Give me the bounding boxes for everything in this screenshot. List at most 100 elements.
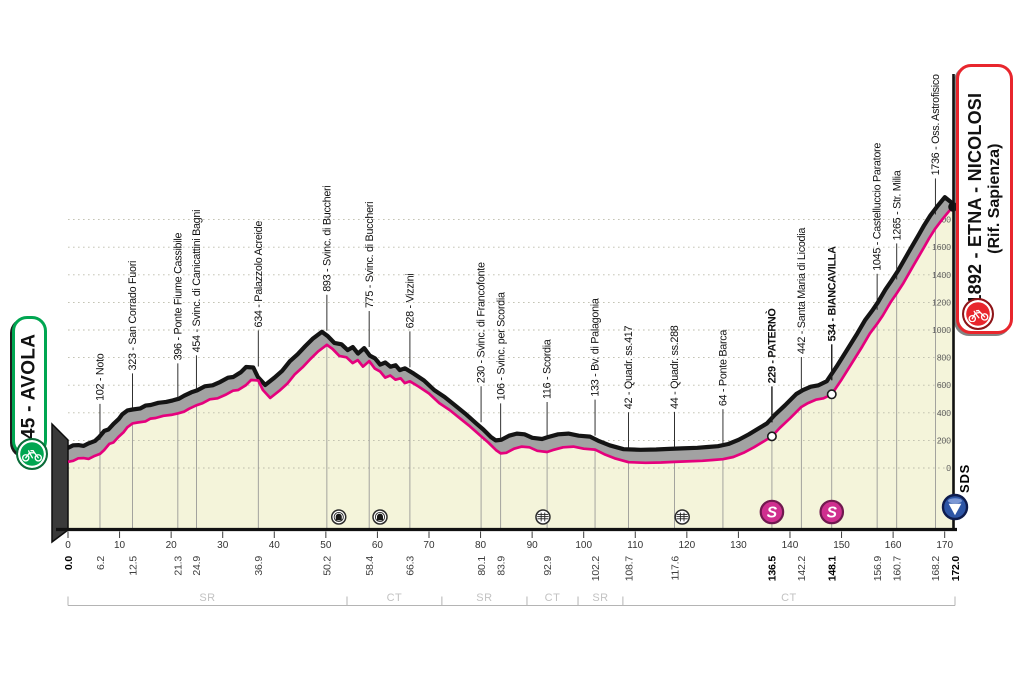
svg-text:83.9: 83.9 [495,556,507,576]
waypoint-label: 116 - Scordia [542,339,554,399]
finish-dot [948,202,958,212]
sprint-point-dot [826,389,837,400]
svg-text:92.9: 92.9 [542,556,554,576]
finish-marker-icon [941,493,969,521]
svg-text:40: 40 [269,540,281,551]
svg-text:1400: 1400 [932,270,951,280]
km-axis-ticks: 0 10 20 30 40 50 60 70 80 90 100 110 120 130 140 150 160… [65,531,953,551]
waypoint-label: 775 - Svinc. di Buccheri [364,202,376,308]
svg-text:160.7: 160.7 [892,556,904,582]
finish-box-label: 1892 - ETNA - NICOLOSI (Rif. Sapienza) [964,93,1003,305]
finish-box-line2: (Rif. Sapienza) [985,143,1003,255]
svg-text:140: 140 [782,540,799,551]
waypoint-label: 230 - Svinc. di Francofonte [476,262,488,383]
km-marker-labels: 0.0 6.2 12.5 21.3 24.9 36.9 50.2 58.4 66.3 80.1 83… [63,556,962,582]
svg-text:168.2: 168.2 [930,556,942,582]
svg-text:66.3: 66.3 [405,556,417,576]
svg-text:1000: 1000 [932,325,951,335]
sprint-icon: S [759,499,785,525]
svg-text:136.5: 136.5 [767,556,779,582]
climber-bicycle-icon [968,309,989,322]
svg-text:108.7: 108.7 [623,556,635,582]
surface-segment-label: SR [476,592,492,604]
svg-text:130: 130 [730,540,747,551]
finish-climber-badge [962,298,994,330]
area-fill [68,206,955,528]
finish-box: 1892 - ETNA - NICOLOSI (Rif. Sapienza) [956,64,1013,334]
waypoint-label: 1265 - Str. Milia [891,170,903,240]
start-box-label: 45 - AVOLA [18,333,40,439]
svg-text:58.4: 58.4 [364,556,376,576]
svg-text:20: 20 [166,540,178,551]
svg-text:6.2: 6.2 [95,556,107,570]
svg-text:S: S [827,504,838,521]
sprint-icon: S [819,499,845,525]
svg-text:1200: 1200 [932,297,951,307]
svg-text:117.6: 117.6 [669,556,681,581]
waypoint-label: 634 - Palazzolo Acreide [253,221,265,328]
svg-text:10: 10 [114,540,126,551]
svg-text:24.9: 24.9 [191,556,203,576]
finish-box-line1: 1892 - ETNA - NICOLOSI [964,93,985,305]
waypoint-label: 442 - Santa Maria di Licodia [796,228,808,354]
bicycle-icon [21,449,42,462]
svg-text:200: 200 [937,435,951,445]
surface-segment-label: CT [781,592,797,604]
svg-text:0.0: 0.0 [63,556,75,570]
surface-segment-label: SR [199,592,215,604]
tunnel-icon [372,509,388,525]
sprint-point-dot [766,431,777,442]
svg-text:60: 60 [372,540,384,551]
waypoint-label: 534 - BIANCAVILLA [826,246,838,341]
svg-text:102.2: 102.2 [590,556,602,582]
svg-text:170: 170 [936,540,953,551]
waypoint-label: 229 - PATERNÒ [766,308,779,383]
svg-text:12.5: 12.5 [127,556,139,576]
svg-text:90: 90 [527,540,539,551]
svg-text:160: 160 [885,540,902,551]
waypoint-label: 893 - Svinc. di Buccheri [321,186,333,292]
start-box: 45 - AVOLA [12,316,47,456]
svg-text:80: 80 [475,540,487,551]
waypoint-vertical-lines [99,229,936,528]
svg-text:172.0: 172.0 [950,556,962,582]
waypoint-label: 44 - Quadr. ss.288 [669,325,681,409]
waypoint-label: 64 - Ponte Barca [718,330,730,407]
svg-text:110: 110 [627,540,643,551]
svg-text:600: 600 [937,380,951,390]
svg-text:50: 50 [320,540,332,551]
surface-segment-label: SR [592,592,608,604]
waypoint-label: 396 - Ponte Fiume Cassibile [172,233,184,361]
waypoint-label: 323 - San Corrado Fuori [127,261,139,371]
svg-text:0: 0 [946,463,951,473]
svg-text:142.2: 142.2 [796,556,808,582]
start-bicycle-badge [16,438,48,470]
svg-text:150: 150 [833,540,850,551]
svg-text:120: 120 [678,540,695,551]
tunnel-icon [330,509,347,525]
waypoint-label: 42 - Quadr. ss.417 [623,325,635,409]
svg-text:800: 800 [937,353,951,363]
waypoint-label: 454 - Svinc. di Canicattini Bagni [191,210,203,353]
feed-zone-icon [674,509,690,525]
svg-text:21.3: 21.3 [173,556,185,576]
svg-text:50.2: 50.2 [322,556,334,576]
sds-label: SDS [957,464,972,493]
waypoint-label: 1045 - Castelluccio Paratore [872,143,884,271]
svg-text:80.1: 80.1 [476,556,488,576]
svg-text:30: 30 [217,540,229,551]
surface-segments: SR CT SR CT SR CT [67,592,956,606]
svg-text:0: 0 [65,540,71,551]
profile-line [67,205,956,465]
svg-text:1600: 1600 [932,242,951,252]
svg-text:100: 100 [575,540,592,551]
road-band-edge [56,195,956,452]
start-3d-block [51,422,69,544]
svg-text:148.1: 148.1 [827,556,839,582]
feed-zone-icon [535,509,551,525]
surface-segment-label: CT [387,592,403,604]
svg-text:S: S [767,504,778,521]
svg-text:70: 70 [423,540,435,551]
waypoint-label: 102 - Noto [95,353,107,401]
